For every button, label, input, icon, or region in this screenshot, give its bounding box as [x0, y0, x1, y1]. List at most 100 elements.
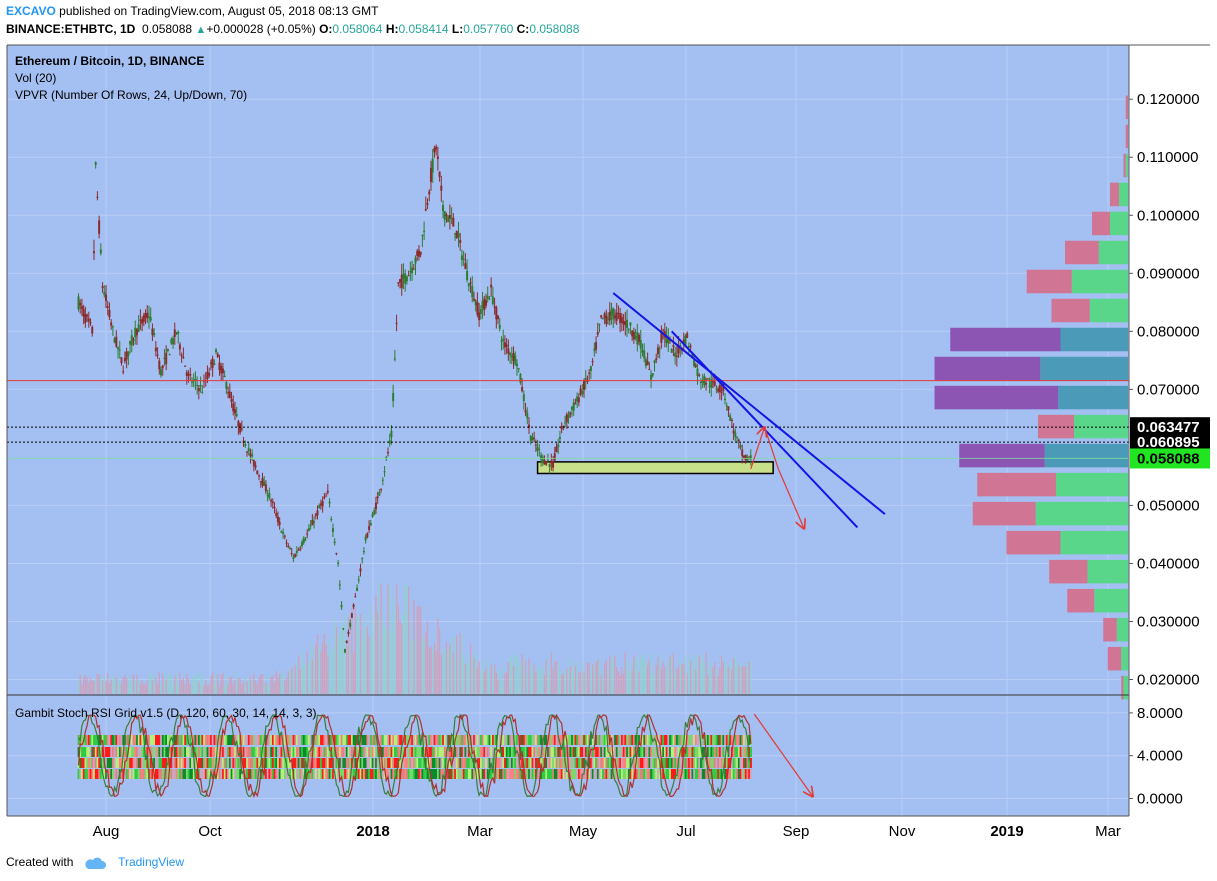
grid-cell [197, 769, 201, 779]
grid-cell [679, 735, 682, 745]
volume-bar [156, 684, 159, 694]
volume-bar [323, 633, 325, 694]
candle-down [744, 454, 747, 461]
candle-down [154, 347, 157, 352]
candle-up [674, 352, 677, 357]
grid-cell [416, 758, 419, 768]
volume-bar [95, 678, 97, 694]
volume-bar [81, 684, 83, 694]
grid-cell [736, 769, 739, 779]
volume-bar [561, 674, 563, 694]
grid-cell [560, 747, 563, 757]
volume-bar [597, 659, 599, 694]
grid-cell [177, 735, 180, 745]
candle-down [583, 380, 586, 390]
grid-cell [296, 769, 299, 779]
grid-cell [309, 735, 312, 745]
grid-cell [371, 758, 374, 768]
grid-cell [208, 758, 211, 768]
candle-up [710, 379, 713, 388]
volume-bar [395, 583, 398, 694]
candle-down [545, 461, 548, 465]
candle-up [330, 519, 333, 521]
vpvr-up-bar [1125, 153, 1128, 178]
grid-cell [476, 769, 479, 779]
grid-cell [455, 735, 458, 745]
grid-cell [490, 769, 493, 779]
grid-cell [302, 735, 305, 745]
projection-arrows [750, 427, 804, 529]
grid-cell [282, 758, 285, 768]
candle-up [342, 628, 345, 630]
grid-cell [402, 758, 405, 768]
grid-cell [535, 747, 538, 757]
grid-cell [141, 735, 144, 745]
candle-down [732, 430, 735, 434]
grid-cell [524, 769, 527, 779]
grid-cell [222, 735, 225, 745]
volume-bar [518, 659, 520, 694]
grid-cell [449, 769, 452, 779]
grid-cell [122, 758, 125, 768]
grid-cell [115, 747, 118, 757]
vpvr-up-bar [1040, 356, 1128, 381]
grid-cell [249, 735, 252, 745]
low-value: 0.057760 [463, 22, 514, 36]
volume-bar [543, 675, 546, 694]
grid-cell [81, 769, 84, 779]
grid-cell [254, 735, 257, 745]
grid-cell [571, 769, 574, 779]
volume-bar [327, 655, 329, 694]
grid-cell [552, 769, 555, 779]
candle-up [338, 584, 341, 586]
trend-line[interactable] [612, 292, 886, 515]
candle-down [727, 406, 730, 411]
grid-cell [504, 758, 507, 768]
grid-cell [189, 758, 192, 768]
grid-cell [670, 758, 673, 768]
volume-bar [502, 681, 504, 694]
grid-cell [182, 758, 185, 768]
tradingview-link[interactable]: TradingView [118, 855, 185, 869]
grid-cell [421, 758, 424, 768]
candle-down [686, 333, 689, 338]
candle-down [290, 552, 293, 554]
candle-down [495, 306, 498, 320]
volume-bar [705, 652, 707, 694]
grid-cell [588, 758, 591, 768]
volume-bar [640, 655, 642, 694]
volume-bar [679, 659, 681, 694]
grid-cell [253, 769, 256, 779]
low-label: L: [451, 22, 464, 36]
volume-bar [304, 664, 307, 694]
volume-bar [289, 669, 291, 694]
volume-bar [569, 666, 571, 694]
volume-bar [574, 665, 577, 694]
grid-cell [86, 735, 89, 745]
candle-up [576, 396, 579, 402]
grid-cell [363, 747, 366, 757]
x-tick-label: Aug [93, 823, 120, 840]
grid-cell [397, 769, 400, 779]
grid-cell [467, 735, 470, 745]
grid-cell [574, 769, 577, 779]
author-name[interactable]: EXCAVO [6, 4, 56, 18]
grid-cell [531, 735, 534, 745]
candle-down [662, 329, 665, 331]
grid-cell [497, 735, 500, 745]
volume-bar [115, 677, 117, 694]
volume-bar [265, 681, 267, 694]
grid-cell [395, 758, 398, 768]
grid-cell [584, 735, 587, 745]
x-tick-label: 2018 [356, 823, 389, 840]
candle-down [184, 365, 187, 367]
grid-cell [175, 747, 178, 757]
grid-cell [98, 769, 101, 779]
candle-down [80, 306, 83, 309]
grid-cell [464, 769, 467, 779]
volume-bar [199, 675, 202, 694]
grid-cell [160, 747, 163, 757]
time-scale[interactable] [7, 816, 1129, 844]
grid-cell [433, 769, 436, 779]
